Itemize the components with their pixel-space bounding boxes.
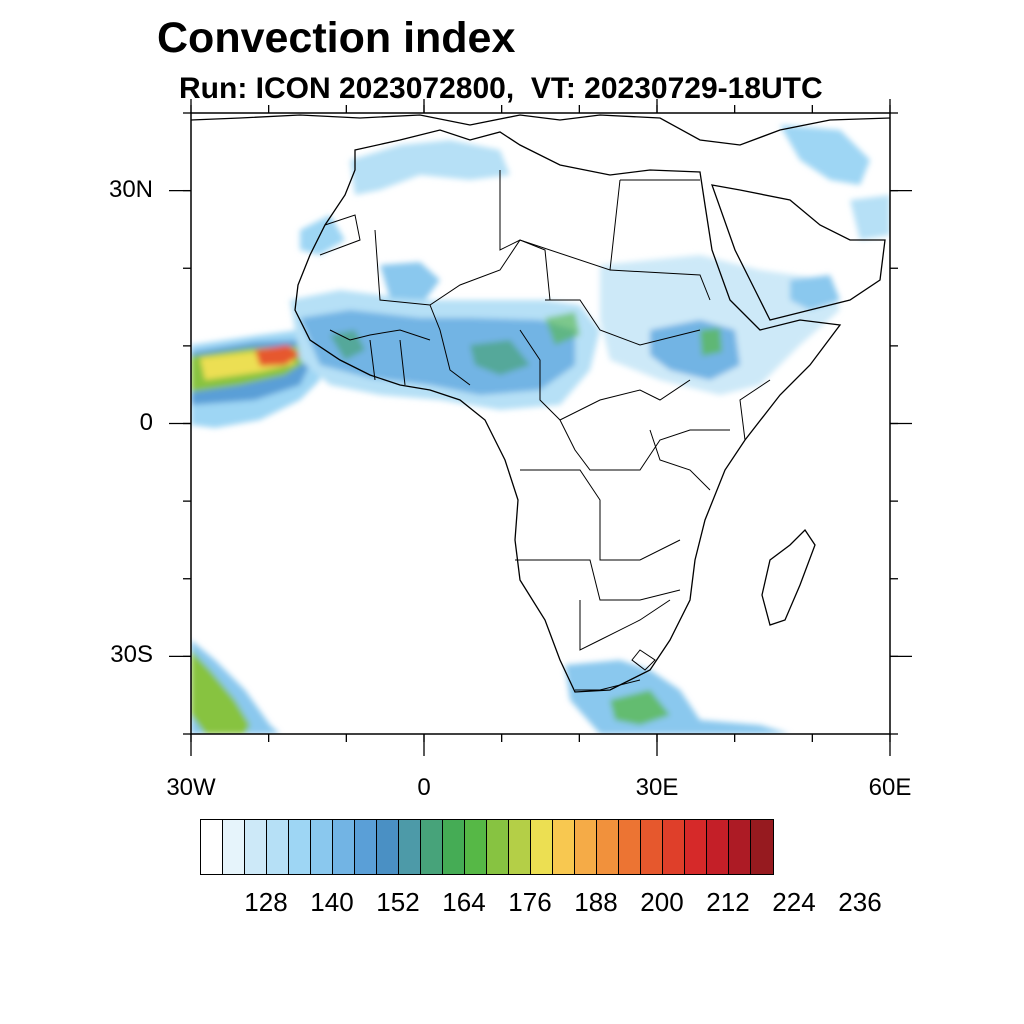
arabian-peninsula — [711, 184, 886, 321]
convection-maghreb — [350, 140, 510, 195]
convection-atlantic-band-red — [255, 345, 300, 366]
y-tick-label: 30N — [108, 175, 153, 203]
colorbar-box — [575, 820, 597, 874]
convection-south-africa-green — [610, 690, 670, 725]
colorbar-label: 140 — [310, 887, 354, 917]
y-tick-label: 30S — [110, 641, 153, 669]
colorbar — [200, 819, 774, 875]
colorbar-box — [333, 820, 355, 874]
convection-mali-patch — [380, 262, 440, 300]
colorbar-label: 164 — [442, 887, 486, 917]
convection-ethiopia-green — [700, 328, 722, 356]
colorbar-box — [531, 820, 553, 874]
colorbar-box — [729, 820, 751, 874]
x-tick-label: 30W — [166, 774, 216, 801]
europe-coast — [191, 114, 890, 146]
colorbar-box — [751, 820, 773, 874]
colorbar-box — [465, 820, 487, 874]
colorbar-box — [597, 820, 619, 874]
colorbar-label: 188 — [574, 887, 618, 917]
colorbar-box — [707, 820, 729, 874]
colorbar-label: 128 — [244, 887, 288, 917]
y-tick-label: 0 — [139, 408, 153, 436]
colorbar-box — [487, 820, 509, 874]
colorbar-box — [355, 820, 377, 874]
madagascar — [761, 528, 816, 626]
chart-title: Convection index — [157, 14, 516, 62]
chart-subtitle: Run: ICON 2023072800, VT: 20230729-18UTC — [179, 72, 823, 105]
x-tick-label: 60E — [868, 774, 912, 801]
convection-nigeria-green — [470, 340, 530, 375]
colorbar-box — [619, 820, 641, 874]
colorbar-box — [663, 820, 685, 874]
convection-gulf — [850, 195, 890, 240]
colorbar-label: 152 — [376, 887, 420, 917]
convection-arabia-east — [790, 275, 840, 310]
axis-ticks — [169, 99, 912, 756]
convection-morocco — [300, 215, 345, 255]
convection-iran — [780, 125, 870, 185]
convection-shading — [191, 125, 890, 734]
convection-south-africa — [565, 660, 790, 734]
x-tick-label: 30E — [635, 774, 679, 801]
colorbar-box — [289, 820, 311, 874]
colorbar-box — [399, 820, 421, 874]
convection-sw-green — [191, 650, 250, 734]
country-borders — [319, 170, 771, 691]
colorbar-box — [509, 820, 531, 874]
colorbar-box — [245, 820, 267, 874]
colorbar-label: 200 — [640, 887, 684, 917]
convection-west-africa-green — [330, 330, 365, 360]
colorbar-box — [377, 820, 399, 874]
colorbar-box — [553, 820, 575, 874]
plot-frame — [190, 112, 891, 735]
colorbar-box — [641, 820, 663, 874]
x-tick-label: 0 — [417, 774, 431, 801]
colorbar-label: 176 — [508, 887, 552, 917]
africa-coastline — [294, 129, 842, 693]
colorbar-box — [201, 820, 223, 874]
colorbar-label: 224 — [772, 887, 816, 917]
colorbar-box — [223, 820, 245, 874]
colorbar-box — [685, 820, 707, 874]
colorbar-label: 212 — [706, 887, 750, 917]
colorbar-box — [443, 820, 465, 874]
colorbar-box — [421, 820, 443, 874]
coastlines — [191, 114, 890, 693]
convection-cameroon-green — [545, 312, 580, 345]
colorbar-box — [311, 820, 333, 874]
colorbar-box — [267, 820, 289, 874]
colorbar-label: 236 — [838, 887, 882, 917]
